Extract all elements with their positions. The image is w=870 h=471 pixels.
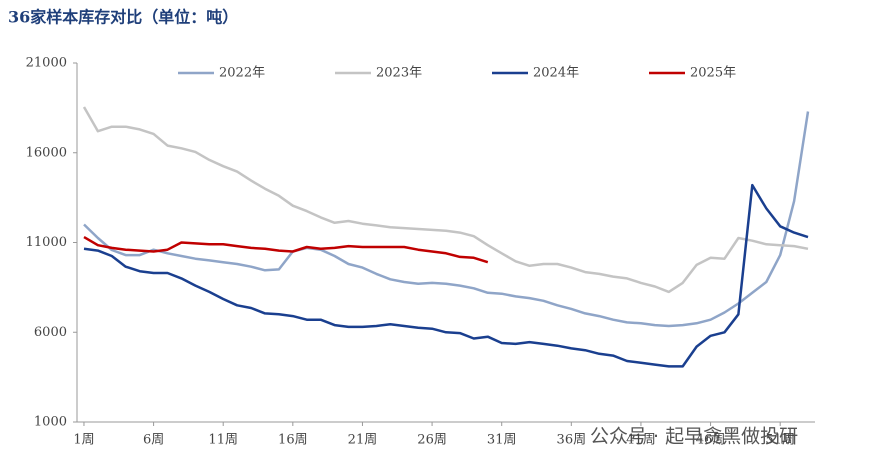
x-tick-label: 46周 <box>696 433 726 448</box>
x-tick-label: 41周 <box>626 433 656 448</box>
x-tick-label: 6周 <box>143 433 164 448</box>
y-tick-label: 6000 <box>34 325 67 340</box>
legend-label: 2024年 <box>533 66 579 81</box>
legend-label: 2022年 <box>219 66 265 81</box>
series-line <box>82 106 809 294</box>
legend-label: 2023年 <box>376 66 422 81</box>
y-tick-label: 16000 <box>26 145 67 160</box>
x-tick-label: 1周 <box>73 433 94 448</box>
series-line <box>83 236 489 264</box>
chart-title: 36家样本库存对比（单位：吨） <box>8 8 238 27</box>
y-tick-label: 21000 <box>26 56 67 71</box>
y-tick-label: 11000 <box>26 235 67 250</box>
series-line <box>83 111 810 328</box>
x-tick-label: 31周 <box>487 433 517 448</box>
x-tick-label: 51周 <box>765 433 795 448</box>
x-tick-label: 21周 <box>348 433 378 448</box>
x-tick-label: 36周 <box>557 433 587 448</box>
y-tick-label: 1000 <box>34 415 67 430</box>
legend-label: 2025年 <box>690 66 736 81</box>
x-tick-label: 26周 <box>417 433 447 448</box>
watermark: 公众号 · 起早贪黑做投研 <box>590 426 798 448</box>
x-tick-label: 16周 <box>278 433 308 448</box>
x-tick-label: 11周 <box>208 433 238 448</box>
series-line <box>83 183 809 368</box>
